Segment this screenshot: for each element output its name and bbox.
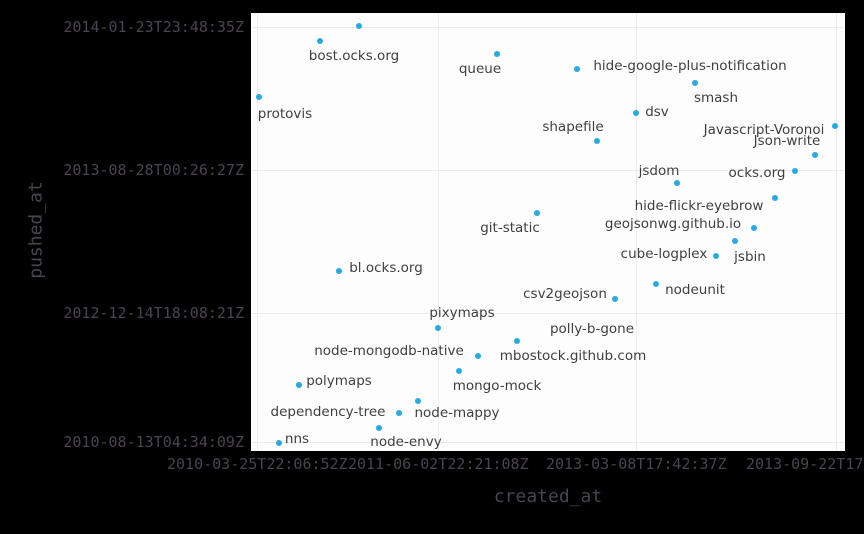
data-point[interactable]	[633, 110, 639, 116]
point-label: node-mongodb-native	[314, 343, 464, 359]
point-label: geojsonwg.github.io	[604, 216, 742, 232]
y-axis-tick-label: 2012-12-14T18:08:21Z	[63, 304, 244, 322]
point-label: pixymaps	[429, 305, 495, 321]
data-point[interactable]	[534, 210, 540, 216]
point-label: cube-logplex	[620, 246, 708, 262]
data-point[interactable]	[653, 281, 659, 287]
point-label: smash	[693, 90, 739, 106]
point-label: bost.ocks.org	[308, 48, 400, 64]
x-gridline	[836, 13, 837, 451]
point-label: nns	[284, 431, 310, 447]
point-label: jsbin	[734, 249, 766, 265]
point-label: git-static	[480, 220, 540, 236]
point-label: ocks.org	[728, 165, 786, 181]
data-point[interactable]	[317, 38, 323, 44]
data-point[interactable]	[772, 195, 778, 201]
x-axis-tick-label: 2010-03-25T22:06:52Z	[167, 455, 348, 473]
point-label: protovis	[257, 106, 313, 122]
point-label: node-envy	[370, 434, 442, 450]
point-label: shapefile	[542, 119, 604, 135]
point-label: mongo-mock	[452, 378, 542, 394]
data-point[interactable]	[692, 80, 698, 86]
x-gridline	[636, 13, 637, 451]
y-gridline	[251, 313, 845, 314]
point-label: jsdom	[638, 163, 680, 179]
data-point[interactable]	[276, 440, 282, 446]
data-point[interactable]	[812, 152, 818, 158]
y-gridline	[251, 170, 845, 171]
data-point[interactable]	[732, 238, 738, 244]
data-point[interactable]	[356, 23, 362, 29]
data-point[interactable]	[475, 353, 481, 359]
data-point[interactable]	[456, 368, 462, 374]
x-axis-tick-label: 2013-09-22T17	[746, 455, 864, 473]
plot-area: bost.ocks.org queue hide-google-plus-notif…	[251, 13, 845, 451]
data-point[interactable]	[751, 225, 757, 231]
point-label: nodeunit	[665, 282, 725, 298]
x-axis-title: created_at	[493, 486, 603, 507]
y-axis-tick-label: 2010-08-13T04:34:09Z	[63, 433, 244, 451]
point-label: mbostock.github.com	[499, 348, 647, 364]
data-point[interactable]	[435, 325, 441, 331]
y-gridline	[251, 27, 845, 28]
x-axis-tick-label: 2013-03-08T17:42:37Z	[546, 455, 727, 473]
y-axis-tick-label: 2014-01-23T23:48:35Z	[63, 18, 244, 36]
point-label: queue	[458, 61, 502, 77]
point-label: polymaps	[306, 373, 372, 389]
y-axis-title: pushed_at	[25, 181, 47, 279]
data-point[interactable]	[674, 180, 680, 186]
y-gridline	[251, 442, 845, 443]
data-point[interactable]	[792, 168, 798, 174]
data-point[interactable]	[256, 94, 262, 100]
point-label: Javascript-Voronoi	[703, 122, 825, 138]
point-label: hide-google-plus-notification	[593, 58, 787, 74]
data-point[interactable]	[415, 398, 421, 404]
y-axis-tick-label: 2013-08-28T00:26:27Z	[63, 161, 244, 179]
data-point[interactable]	[574, 66, 580, 72]
data-point[interactable]	[336, 268, 342, 274]
x-gridline	[257, 13, 258, 451]
data-point[interactable]	[594, 138, 600, 144]
x-gridline	[438, 13, 439, 451]
data-point[interactable]	[396, 410, 402, 416]
x-axis-tick-label: 2011-06-02T22:21:08Z	[348, 455, 529, 473]
data-point[interactable]	[296, 382, 302, 388]
data-point[interactable]	[514, 338, 520, 344]
point-label: polly-b-gone	[549, 321, 635, 337]
point-label: node-mappy	[414, 405, 500, 421]
data-point[interactable]	[713, 253, 719, 259]
data-point[interactable]	[832, 123, 838, 129]
data-point[interactable]	[494, 51, 500, 57]
data-point[interactable]	[376, 425, 382, 431]
point-label: dependency-tree	[270, 404, 386, 420]
point-label: dsv	[645, 104, 669, 120]
data-point[interactable]	[612, 296, 618, 302]
point-label: Json-write	[753, 133, 821, 149]
point-label: csv2geojson	[523, 286, 607, 302]
point-label: bl.ocks.org	[349, 260, 423, 276]
point-label: hide-flickr-eyebrow	[634, 198, 764, 214]
